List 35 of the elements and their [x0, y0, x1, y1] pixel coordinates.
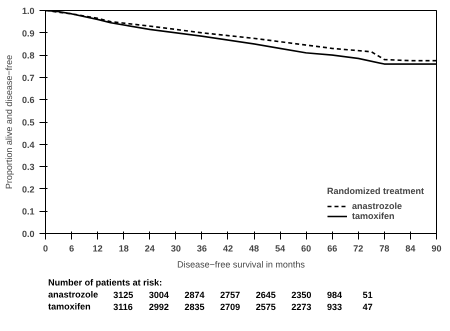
y-tick-label: 0.7 [22, 72, 35, 83]
y-tick-label: 0.6 [22, 95, 35, 106]
x-tick-label: 42 [222, 244, 233, 254]
legend-title: Randomized treatment [326, 186, 424, 196]
x-axis-title: Disease−free survival in months [177, 260, 306, 270]
x-tick-label: 12 [92, 244, 103, 254]
y-axis-title: Proportion alive and disease−free [4, 54, 14, 190]
x-tick-label: 18 [118, 244, 129, 254]
y-tick-label: 1.0 [22, 6, 35, 16]
legend-label: anastrozole [352, 201, 402, 211]
y-tick-label: 0.3 [22, 162, 35, 172]
x-tick-label: 78 [379, 244, 390, 254]
y-tick-label: 0.1 [22, 206, 35, 217]
x-tick-label: 6 [69, 244, 74, 254]
y-tick-label: 0.0 [22, 229, 35, 239]
x-tick-label: 54 [275, 244, 286, 254]
x-tick-label: 0 [42, 244, 48, 254]
x-tick-label: 24 [144, 244, 155, 254]
x-tick-label: 66 [327, 244, 338, 254]
text: anastrozole 3125 3004 2874 2757 2645 2350 984 51 [48, 290, 373, 300]
text: tamoxifen 3116 2992 2835 2709 2575 2273 933 47 [48, 302, 373, 312]
y-tick-label: 0.8 [22, 50, 35, 61]
x-tick-label: 72 [353, 244, 364, 254]
text: Number of patients at risk: [48, 278, 162, 288]
y-tick-label: 0.9 [22, 28, 35, 38]
x-tick-label: 84 [405, 244, 416, 254]
x-tick-label: 60 [301, 244, 312, 254]
y-tick-label: 0.5 [22, 118, 35, 128]
y-tick-label: 0.2 [22, 184, 35, 194]
x-tick-label: 48 [249, 244, 260, 254]
legend-label: tamoxifen [352, 211, 394, 221]
x-tick-label: 36 [196, 244, 207, 254]
y-tick-label: 0.4 [22, 140, 35, 150]
x-tick-label: 90 [431, 244, 442, 254]
x-tick-label: 30 [170, 244, 181, 254]
